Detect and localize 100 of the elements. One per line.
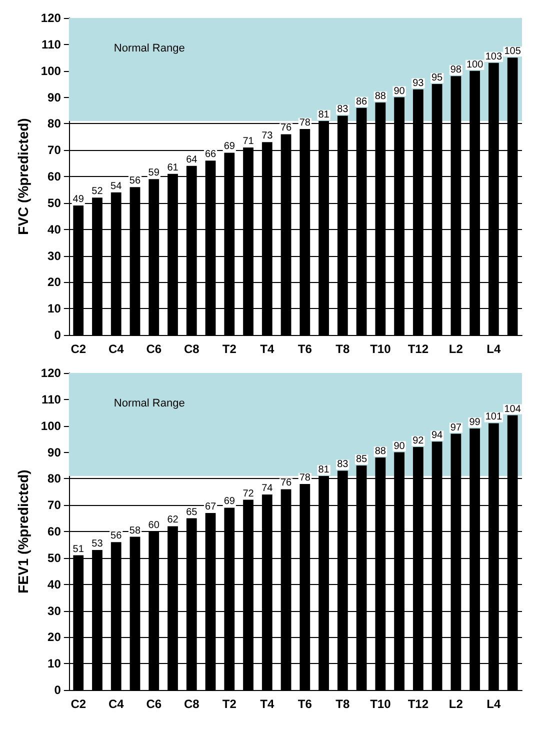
- data-label: 86: [356, 96, 368, 108]
- data-label: 72: [242, 488, 254, 500]
- data-label: 54: [110, 180, 122, 192]
- data-label: 67: [204, 502, 217, 513]
- data-label: 60: [148, 520, 160, 531]
- data-label: 81: [318, 110, 330, 121]
- data-label: 78: [299, 472, 311, 484]
- y-tick-label: 60: [48, 524, 62, 538]
- x-tick-label: T2: [222, 342, 237, 356]
- data-label: 85: [356, 454, 368, 465]
- x-tick-label: T12: [408, 342, 429, 356]
- data-label: 99: [469, 416, 481, 428]
- data-label: 103: [485, 51, 502, 62]
- x-tick-label: L2: [448, 697, 464, 711]
- y-axis-title: FEV1 (%predicted): [15, 470, 31, 594]
- x-tick-label: C4: [108, 697, 124, 711]
- y-tick-label: 120: [40, 11, 62, 25]
- data-label: 90: [394, 86, 406, 97]
- x-tick-label: T6: [298, 342, 312, 356]
- data-label: 98: [450, 64, 462, 76]
- y-tick-label: 20: [48, 630, 62, 644]
- y-tick-label: 100: [40, 418, 62, 433]
- y-tick-label: 120: [40, 366, 62, 380]
- data-label: 88: [374, 91, 386, 102]
- y-tick-label: 10: [48, 302, 62, 316]
- data-label: 76: [280, 122, 292, 134]
- x-tick-label: T6: [298, 697, 312, 711]
- y-tick-label: 100: [40, 64, 62, 78]
- x-tick-label: T8: [336, 697, 350, 711]
- y-tick-label: 90: [48, 445, 62, 460]
- band-label: Normal Range: [114, 42, 185, 54]
- y-tick-label: 80: [48, 116, 62, 131]
- y-tick-label: 40: [48, 577, 62, 592]
- y-tick-label: 20: [48, 275, 62, 290]
- x-tick-label: L4: [486, 697, 502, 711]
- x-tick-label: L2: [448, 342, 464, 356]
- x-tick-label: L4: [486, 342, 502, 356]
- y-tick-label: 40: [48, 222, 62, 236]
- data-label: 104: [504, 404, 522, 415]
- y-tick-label: 110: [42, 392, 62, 406]
- data-label: 93: [412, 78, 424, 89]
- y-tick-label: 70: [48, 498, 62, 512]
- y-axis-title: FVC (%predicted): [15, 118, 31, 235]
- data-label: 65: [186, 506, 198, 518]
- data-label: 52: [92, 186, 104, 198]
- x-tick-label: T4: [260, 697, 274, 711]
- y-tick-label: 50: [48, 550, 62, 565]
- data-label: 101: [485, 412, 502, 423]
- data-label: 73: [262, 130, 274, 142]
- data-label: 69: [224, 141, 236, 152]
- y-tick-label: 30: [48, 248, 62, 263]
- y-tick-label: 110: [42, 37, 62, 52]
- y-tick-label: 50: [48, 196, 62, 210]
- y-tick-label: 0: [54, 328, 62, 342]
- data-label: 95: [431, 72, 444, 84]
- data-label: 100: [466, 59, 484, 70]
- data-label: 49: [72, 194, 84, 206]
- x-tick-label: C2: [70, 342, 86, 356]
- x-tick-label: T4: [260, 342, 274, 356]
- data-label: 51: [72, 544, 84, 555]
- y-tick-label: 0: [54, 683, 62, 697]
- band-label: Normal Range: [114, 398, 185, 410]
- data-label: 62: [167, 514, 179, 526]
- data-label: 83: [337, 104, 349, 116]
- data-label: 53: [92, 538, 104, 550]
- y-tick-label: 30: [48, 604, 62, 618]
- x-tick-label: C6: [146, 697, 162, 711]
- data-label: 71: [242, 136, 254, 147]
- data-label: 61: [167, 162, 179, 174]
- data-label: 69: [224, 496, 236, 508]
- data-label: 64: [186, 154, 198, 166]
- data-label: 90: [394, 440, 406, 452]
- x-tick-label: C2: [70, 697, 86, 711]
- x-tick-label: T10: [370, 697, 392, 711]
- data-label: 92: [412, 435, 424, 446]
- data-label: 83: [337, 459, 349, 470]
- y-tick-label: 10: [48, 656, 62, 671]
- data-label: 105: [504, 46, 522, 58]
- data-label: 58: [129, 525, 141, 536]
- data-label: 74: [262, 483, 274, 494]
- x-tick-label: C8: [184, 697, 200, 711]
- data-label: 78: [299, 117, 311, 128]
- x-tick-label: T10: [370, 342, 392, 356]
- data-label: 66: [204, 149, 217, 160]
- data-label: 81: [318, 464, 330, 476]
- x-tick-label: C8: [184, 342, 200, 356]
- data-label: 56: [129, 176, 141, 187]
- x-tick-label: C4: [108, 342, 124, 356]
- x-tick-label: T12: [408, 697, 429, 711]
- y-tick-label: 90: [48, 90, 62, 104]
- y-tick-label: 60: [48, 170, 62, 184]
- x-tick-label: C6: [146, 342, 162, 356]
- x-tick-label: T2: [222, 697, 237, 711]
- data-label: 94: [431, 430, 444, 442]
- data-label: 59: [148, 168, 160, 179]
- data-label: 76: [280, 478, 292, 489]
- data-label: 88: [374, 446, 386, 458]
- data-label: 56: [110, 530, 122, 542]
- data-label: 97: [450, 422, 462, 434]
- y-tick-label: 80: [48, 472, 62, 486]
